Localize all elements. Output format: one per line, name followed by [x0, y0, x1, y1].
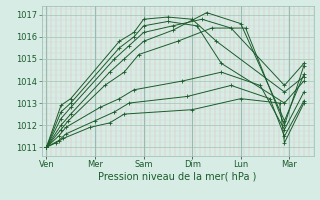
X-axis label: Pression niveau de la mer( hPa ): Pression niveau de la mer( hPa ) [99, 172, 257, 182]
